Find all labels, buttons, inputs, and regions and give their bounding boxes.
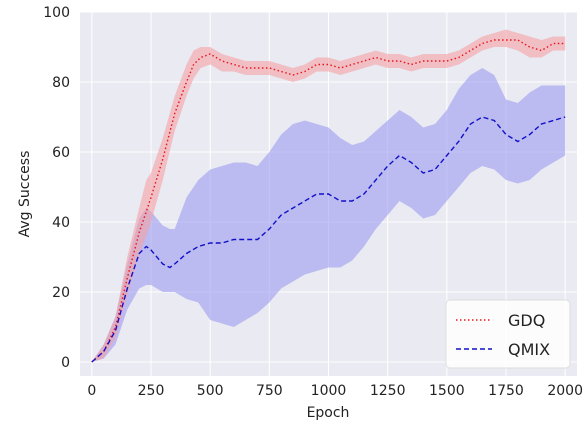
x-tick-label: 500	[197, 383, 224, 399]
y-axis-label: Avg Success	[17, 151, 33, 238]
x-tick-label: 2000	[547, 383, 583, 399]
y-tick-label: 60	[52, 145, 70, 161]
x-tick-label: 750	[256, 383, 283, 399]
legend-box	[445, 299, 571, 369]
x-tick-label: 1500	[429, 383, 465, 399]
x-tick-label: 250	[138, 383, 165, 399]
series-lines	[91, 39, 566, 363]
y-tick-label: 20	[52, 285, 70, 301]
x-axis-label: Epoch	[307, 405, 350, 421]
tick-labels: 0 250 500 750 1000 1250 1500 1750 2000 0 20 40 60 80 1…	[43, 5, 583, 399]
x-tick-label: 0	[87, 383, 96, 399]
y-tick-label: 80	[52, 75, 70, 91]
y-tick-label: 0	[61, 355, 70, 371]
y-tick-label: 100	[43, 5, 70, 21]
y-tick-label: 40	[52, 215, 70, 231]
legend-label-gdq: GDQ	[508, 311, 545, 330]
x-tick-label: 1750	[488, 383, 524, 399]
line-qmix	[91, 116, 566, 363]
band-qmix	[91, 68, 566, 362]
confidence-bands	[91, 29, 566, 362]
x-tick-label: 1000	[311, 383, 347, 399]
legend: GDQ QMIX	[445, 299, 571, 369]
legend-label-qmix: QMIX	[508, 340, 550, 359]
x-tick-label: 1250	[370, 383, 406, 399]
